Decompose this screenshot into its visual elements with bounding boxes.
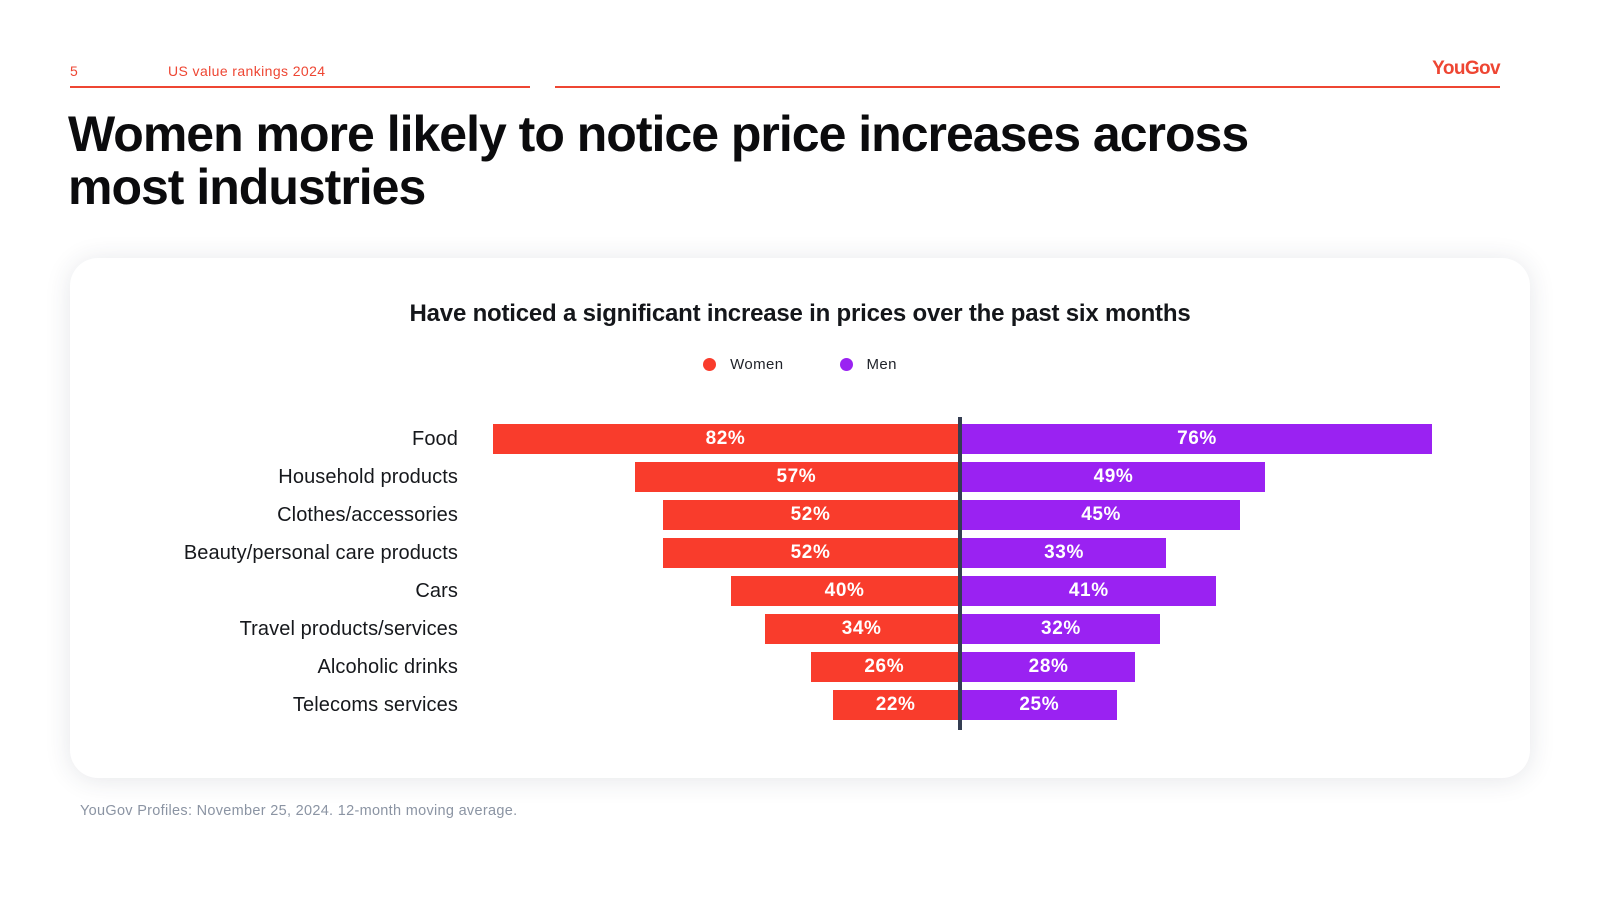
women-bar-area: 22% (493, 690, 958, 720)
men-bar-area: 32% (962, 614, 1432, 644)
men-bar-area: 33% (962, 538, 1432, 568)
chart-card: Have noticed a significant increase in p… (70, 258, 1530, 778)
chart-rows: Food 82% 76% Household products 57% 49% Clothe… (70, 417, 1530, 730)
women-bar-area: 57% (493, 462, 958, 492)
legend-label-men: Men (866, 356, 897, 373)
women-bar-value: 52% (790, 542, 831, 563)
men-bar: 49% (962, 462, 1266, 492)
men-bar-area: 76% (962, 424, 1432, 454)
women-bar: 26% (810, 652, 958, 682)
women-bar: 52% (663, 500, 958, 530)
women-bar: 40% (731, 576, 958, 606)
yougov-logo: YouGov (1432, 58, 1500, 79)
header-divider-right (555, 86, 1500, 88)
men-bar-area: 25% (962, 690, 1432, 720)
men-bar-area: 45% (962, 500, 1432, 530)
women-bar: 22% (833, 690, 958, 720)
men-bar: 32% (962, 614, 1160, 644)
men-bar-value: 32% (1041, 618, 1081, 639)
chart-row: Household products 57% 49% (70, 462, 1530, 492)
men-bar-value: 25% (1019, 694, 1060, 715)
header-divider-left (70, 86, 530, 88)
women-bar-area: 82% (493, 424, 958, 454)
category-label: Beauty/personal care products (183, 541, 458, 564)
header-label: US value rankings 2024 (168, 63, 326, 79)
men-bar-area: 41% (962, 576, 1432, 606)
women-bar: 52% (663, 538, 958, 568)
category-label: Cars (415, 579, 458, 602)
legend-label-women: Women (730, 356, 784, 373)
men-bar-area: 28% (962, 652, 1432, 682)
category-label: Alcoholic drinks (317, 655, 458, 678)
men-bar-area: 49% (962, 462, 1432, 492)
category-label: Travel products/services (239, 617, 458, 640)
chart-center-axis (958, 417, 962, 730)
category-label: Food (412, 427, 458, 450)
men-bar-value: 28% (1028, 656, 1069, 677)
men-bar: 45% (962, 500, 1241, 530)
women-bar-value: 40% (824, 580, 865, 601)
women-bar: 34% (765, 614, 958, 644)
women-legend-dot-icon (703, 358, 717, 371)
chart-row: Alcoholic drinks 26% 28% (70, 652, 1530, 682)
women-bar: 82% (493, 424, 958, 454)
women-bar-area: 52% (493, 538, 958, 568)
women-bar-area: 52% (493, 500, 958, 530)
chart-row: Food 82% 76% (70, 424, 1530, 454)
men-bar: 25% (962, 690, 1117, 720)
women-bar-value: 26% (864, 656, 905, 677)
source-footnote: YouGov Profiles: November 25, 2024. 12-m… (80, 803, 518, 819)
women-bar-value: 22% (875, 694, 916, 715)
chart-legend: Women Men (70, 356, 1530, 373)
chart-row: Telecoms services 22% 25% (70, 690, 1530, 720)
men-bar: 33% (962, 538, 1167, 568)
men-bar-value: 45% (1081, 504, 1122, 525)
women-bar-value: 52% (790, 504, 831, 525)
men-bar: 41% (962, 576, 1216, 606)
men-bar-value: 33% (1044, 542, 1084, 563)
page-title: Women more likely to notice price increa… (68, 106, 1249, 215)
women-bar-value: 57% (776, 466, 817, 487)
men-bar-value: 49% (1093, 466, 1134, 487)
category-label: Household products (278, 465, 458, 488)
women-bar: 57% (634, 462, 958, 492)
legend-item-men: Men (839, 356, 897, 373)
chart-row: Cars 40% 41% (70, 576, 1530, 606)
chart-row: Beauty/personal care products 52% 33% (70, 538, 1530, 568)
women-bar-area: 34% (493, 614, 958, 644)
legend-item-women: Women (703, 356, 783, 373)
women-bar-value: 82% (705, 428, 746, 449)
chart-row: Clothes/accessories 52% 45% (70, 500, 1530, 530)
category-label: Telecoms services (292, 693, 458, 716)
category-label: Clothes/accessories (277, 503, 458, 526)
chart-title: Have noticed a significant increase in p… (409, 300, 1191, 327)
women-bar-value: 34% (841, 618, 882, 639)
men-bar: 76% (962, 424, 1432, 454)
women-bar-area: 40% (493, 576, 958, 606)
men-bar: 28% (962, 652, 1136, 682)
men-bar-value: 76% (1177, 428, 1217, 449)
women-bar-area: 26% (493, 652, 958, 682)
men-bar-value: 41% (1068, 580, 1109, 601)
page-number: 5 (70, 63, 79, 79)
chart-row: Travel products/services 34% 32% (70, 614, 1530, 644)
men-legend-dot-icon (839, 358, 853, 371)
